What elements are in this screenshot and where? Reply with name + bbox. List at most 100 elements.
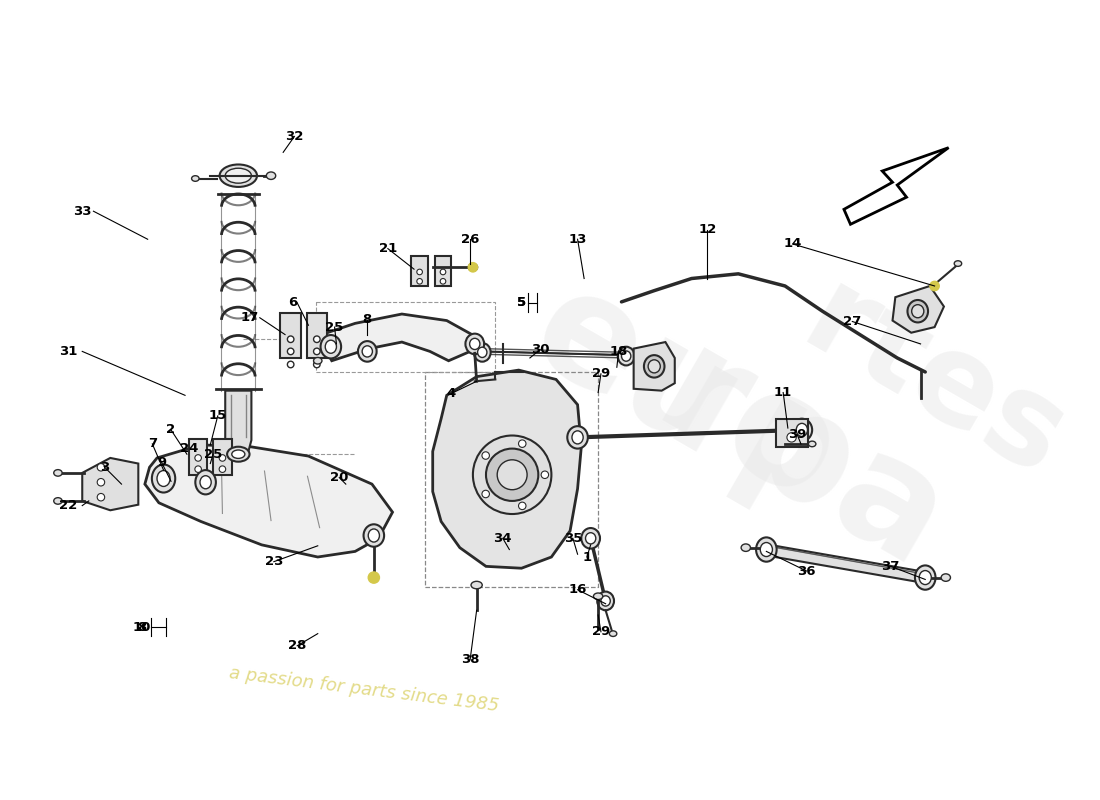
Text: 32: 32 [285,130,304,143]
Ellipse shape [915,566,935,590]
Text: 33: 33 [73,205,91,218]
Ellipse shape [609,631,617,637]
Ellipse shape [200,476,211,489]
Text: 29: 29 [592,367,611,380]
Circle shape [287,362,294,368]
Text: 36: 36 [798,565,816,578]
Ellipse shape [470,338,480,350]
Ellipse shape [954,261,961,266]
Circle shape [219,454,225,462]
Circle shape [219,466,225,473]
Ellipse shape [601,596,610,606]
FancyBboxPatch shape [213,439,232,474]
Ellipse shape [618,346,635,366]
Text: 37: 37 [881,560,900,573]
Polygon shape [82,458,139,510]
Ellipse shape [227,446,250,462]
Text: 12: 12 [698,223,716,237]
Text: 7: 7 [147,438,157,450]
Text: 5: 5 [517,296,526,310]
Circle shape [97,494,104,501]
Text: 25: 25 [326,321,343,334]
Text: 34: 34 [494,532,513,545]
Text: 1: 1 [582,550,592,563]
Text: 20: 20 [330,471,349,484]
Text: 25: 25 [204,448,222,461]
Ellipse shape [477,347,487,358]
Ellipse shape [465,334,484,354]
Text: 18: 18 [609,345,628,358]
Text: 30: 30 [531,343,549,356]
Ellipse shape [741,544,750,551]
Circle shape [97,463,104,471]
Circle shape [314,348,320,354]
Circle shape [195,454,201,462]
Text: 6: 6 [288,296,297,310]
Circle shape [541,471,549,478]
Ellipse shape [585,533,596,544]
Circle shape [97,478,104,486]
Text: 16: 16 [569,583,586,596]
Ellipse shape [912,305,924,318]
Text: 8: 8 [363,313,372,326]
Text: pa: pa [712,366,970,602]
Text: 8: 8 [138,621,146,634]
Ellipse shape [368,529,379,542]
Ellipse shape [320,335,341,358]
Text: eu: eu [506,254,764,490]
Circle shape [440,278,446,284]
Ellipse shape [942,574,950,582]
Text: 38: 38 [461,654,480,666]
Text: 21: 21 [378,242,397,255]
Text: 2: 2 [166,423,176,437]
Circle shape [195,466,201,473]
Circle shape [287,336,294,342]
Text: 39: 39 [788,428,806,441]
Circle shape [473,435,551,514]
FancyBboxPatch shape [307,313,327,358]
Ellipse shape [362,346,373,357]
Text: rtes: rtes [783,258,1087,504]
Circle shape [469,262,477,272]
Text: 14: 14 [783,238,802,250]
Circle shape [417,269,422,274]
Ellipse shape [572,431,583,444]
Ellipse shape [326,340,337,354]
Polygon shape [226,390,252,454]
Ellipse shape [157,470,170,486]
Ellipse shape [232,450,245,458]
Polygon shape [844,148,948,224]
Ellipse shape [314,358,322,364]
Text: 17: 17 [241,311,258,324]
Text: 31: 31 [59,345,77,358]
Ellipse shape [191,176,199,182]
Ellipse shape [920,570,932,585]
Text: 4: 4 [447,387,456,400]
Circle shape [786,433,796,442]
Ellipse shape [196,470,216,494]
Ellipse shape [648,360,660,373]
Ellipse shape [594,593,603,599]
Text: 9: 9 [157,456,166,469]
Polygon shape [432,370,581,568]
Ellipse shape [597,591,614,610]
Text: 3: 3 [100,461,109,474]
Text: 10: 10 [133,621,151,634]
Circle shape [486,449,538,501]
Circle shape [314,362,320,368]
Ellipse shape [152,465,175,493]
Circle shape [440,269,446,274]
Ellipse shape [364,524,384,546]
Ellipse shape [621,351,630,362]
Polygon shape [892,286,944,333]
Ellipse shape [469,263,477,271]
Text: 26: 26 [461,233,480,246]
FancyBboxPatch shape [280,313,301,358]
Ellipse shape [756,538,777,562]
Circle shape [482,452,490,459]
Circle shape [417,278,422,284]
Ellipse shape [474,343,491,362]
Ellipse shape [471,582,482,589]
Ellipse shape [358,341,376,362]
Ellipse shape [796,423,807,437]
